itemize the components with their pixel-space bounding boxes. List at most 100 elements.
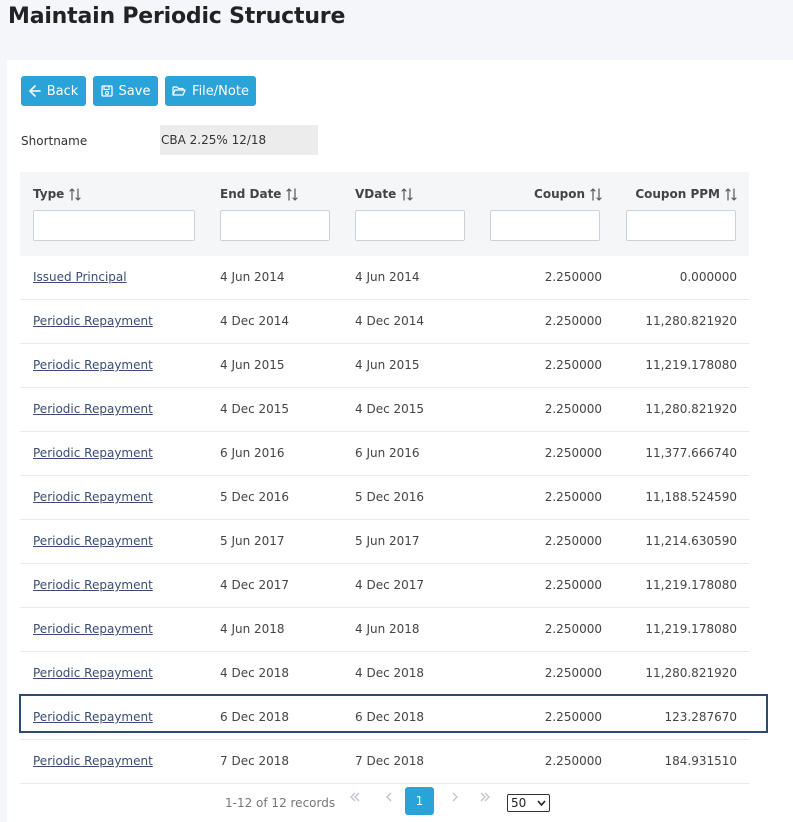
vdate-cell: 4 Dec 2018 [355, 666, 425, 680]
file-note-button[interactable]: File/Note [165, 76, 256, 106]
column-header-vdate[interactable]: VDate [355, 187, 413, 201]
vdate-cell: 4 Jun 2014 [355, 270, 420, 284]
table-row[interactable]: Periodic Repayment 7 Dec 2018 7 Dec 2018… [20, 740, 749, 784]
save-button[interactable]: Save [93, 76, 158, 106]
coupon-ppm-cell: 11,219.178080 [645, 358, 737, 372]
column-header-end-date[interactable]: End Date [220, 187, 299, 201]
first-page-icon[interactable] [349, 791, 361, 807]
end-date-cell: 6 Dec 2018 [220, 710, 290, 724]
shortname-field: CBA 2.25% 12/18 [160, 125, 318, 155]
vdate-cell: 4 Jun 2018 [355, 622, 420, 636]
coupon-cell: 2.250000 [544, 622, 602, 636]
last-page-icon[interactable] [479, 791, 491, 807]
chevron-down-icon [537, 800, 546, 806]
column-header-coupon[interactable]: Coupon [534, 187, 602, 201]
column-header-type-label: Type [33, 187, 65, 201]
coupon-cell: 2.250000 [544, 358, 602, 372]
coupon-cell: 2.250000 [544, 314, 602, 328]
table-row-selected[interactable]: Periodic Repayment 6 Dec 2018 6 Dec 2018… [19, 694, 768, 740]
vdate-cell: 5 Jun 2017 [355, 534, 420, 548]
coupon-cell: 2.250000 [544, 710, 602, 724]
coupon-filter-input[interactable] [490, 210, 600, 241]
type-link[interactable]: Issued Principal [33, 270, 127, 284]
back-button[interactable]: Back [21, 76, 86, 106]
end-date-cell: 4 Jun 2015 [220, 358, 285, 372]
coupon-ppm-cell: 11,219.178080 [645, 622, 737, 636]
sort-icon[interactable] [286, 187, 299, 201]
coupon-ppm-cell: 11,188.524590 [645, 490, 737, 504]
end-date-cell: 4 Dec 2015 [220, 402, 290, 416]
coupon-cell: 2.250000 [544, 490, 602, 504]
vdate-cell: 5 Dec 2016 [355, 490, 425, 504]
type-link[interactable]: Periodic Repayment [33, 754, 153, 768]
records-count: 1-12 of 12 records [225, 796, 336, 810]
end-date-cell: 4 Jun 2014 [220, 270, 285, 284]
arrow-left-icon [28, 85, 41, 97]
coupon-cell: 2.250000 [544, 534, 602, 548]
table-row[interactable]: Periodic Repayment 4 Dec 2017 4 Dec 2017… [20, 564, 749, 608]
table-row[interactable]: Periodic Repayment 4 Dec 2018 4 Dec 2018… [20, 652, 749, 696]
type-link[interactable]: Periodic Repayment [33, 446, 153, 460]
main-panel: Back Save File/Note Shortname CBA 2.25% … [7, 60, 793, 822]
sort-icon[interactable] [401, 187, 413, 201]
coupon-ppm-cell: 11,219.178080 [645, 578, 737, 592]
page-title: Maintain Periodic Structure [8, 4, 346, 29]
pagination: 1-12 of 12 records 1 50 [7, 787, 793, 817]
end-date-filter-input[interactable] [220, 210, 330, 241]
coupon-cell: 2.250000 [544, 578, 602, 592]
table-row[interactable]: Issued Principal 4 Jun 2014 4 Jun 2014 2… [20, 256, 749, 300]
table-row[interactable]: Periodic Repayment 4 Dec 2014 4 Dec 2014… [20, 300, 749, 344]
column-header-type[interactable]: Type [33, 187, 81, 201]
type-link[interactable]: Periodic Repayment [33, 578, 153, 592]
type-link[interactable]: Periodic Repayment [33, 534, 153, 548]
type-filter-input[interactable] [33, 210, 195, 241]
next-page-icon[interactable] [449, 791, 461, 807]
type-link[interactable]: Periodic Repayment [33, 358, 153, 372]
type-link[interactable]: Periodic Repayment [33, 314, 153, 328]
table-row[interactable]: Periodic Repayment 5 Jun 2017 5 Jun 2017… [20, 520, 749, 564]
vdate-cell: 4 Dec 2015 [355, 402, 425, 416]
coupon-cell: 2.250000 [544, 446, 602, 460]
sort-icon[interactable] [69, 187, 81, 201]
table-row[interactable]: Periodic Repayment 4 Dec 2015 4 Dec 2015… [20, 388, 749, 432]
save-button-label: Save [118, 83, 151, 99]
coupon-ppm-cell: 0.000000 [679, 270, 737, 284]
type-link[interactable]: Periodic Repayment [33, 710, 153, 724]
floppy-disk-icon [100, 85, 113, 97]
coupon-cell: 2.250000 [544, 666, 602, 680]
sort-icon[interactable] [725, 187, 737, 201]
coupon-ppm-filter-input[interactable] [626, 210, 736, 241]
table-row[interactable]: Periodic Repayment 4 Jun 2015 4 Jun 2015… [20, 344, 749, 388]
table-row[interactable]: Periodic Repayment 4 Jun 2018 4 Jun 2018… [20, 608, 749, 652]
vdate-cell: 7 Dec 2018 [355, 754, 425, 768]
type-link[interactable]: Periodic Repayment [33, 622, 153, 636]
type-link[interactable]: Periodic Repayment [33, 666, 153, 680]
table-header: Type End Date VDate Coupon Coupon PPM [20, 172, 749, 256]
type-link[interactable]: Periodic Repayment [33, 490, 153, 504]
vdate-cell: 6 Jun 2016 [355, 446, 420, 460]
vdate-cell: 6 Dec 2018 [355, 710, 425, 724]
coupon-ppm-cell: 123.287670 [664, 710, 737, 724]
coupon-ppm-cell: 11,280.821920 [645, 314, 737, 328]
page-size-value: 50 [511, 796, 527, 810]
vdate-filter-input[interactable] [355, 210, 465, 241]
prev-page-icon[interactable] [383, 791, 395, 807]
end-date-cell: 4 Jun 2018 [220, 622, 285, 636]
column-header-coupon-ppm[interactable]: Coupon PPM [635, 187, 737, 201]
folder-open-icon [172, 85, 186, 97]
coupon-cell: 2.250000 [544, 270, 602, 284]
end-date-cell: 5 Jun 2017 [220, 534, 285, 548]
end-date-cell: 5 Dec 2016 [220, 490, 290, 504]
page-size-select[interactable]: 50 [507, 794, 550, 812]
vdate-cell: 4 Dec 2017 [355, 578, 425, 592]
coupon-cell: 2.250000 [544, 754, 602, 768]
page-number-button[interactable]: 1 [405, 787, 434, 815]
table-row[interactable]: Periodic Repayment 6 Jun 2016 6 Jun 2016… [20, 432, 749, 476]
coupon-ppm-cell: 11,377.666740 [645, 446, 737, 460]
table-row[interactable]: Periodic Repayment 5 Dec 2016 5 Dec 2016… [20, 476, 749, 520]
type-link[interactable]: Periodic Repayment [33, 402, 153, 416]
back-button-label: Back [46, 83, 79, 99]
shortname-label: Shortname [21, 134, 88, 148]
coupon-cell: 2.250000 [544, 402, 602, 416]
sort-icon[interactable] [590, 187, 602, 201]
